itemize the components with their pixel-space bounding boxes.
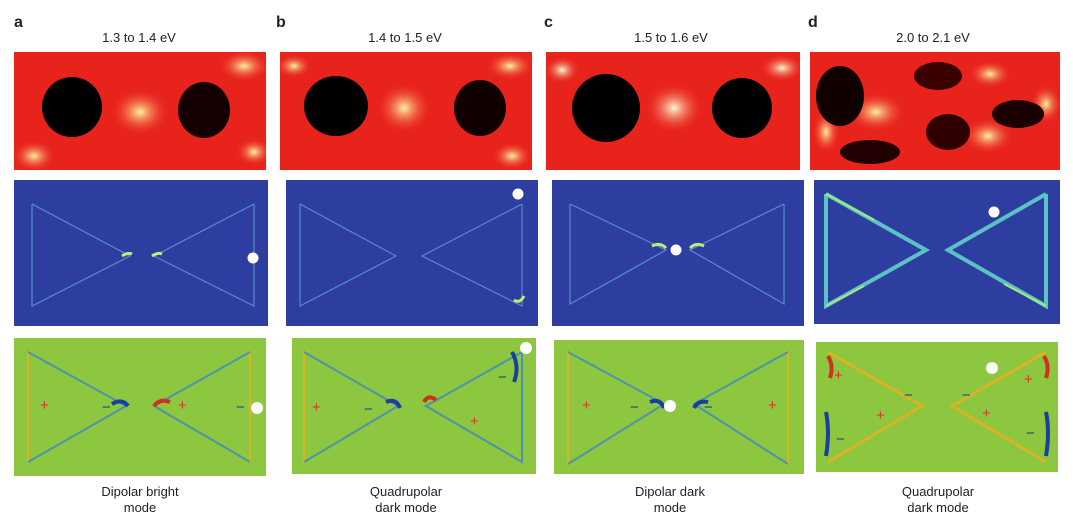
eels-map	[14, 52, 266, 170]
charge-map: + + − − − + + −	[816, 342, 1058, 472]
negative-charge-sign: −	[904, 387, 913, 404]
positive-charge-sign: +	[470, 413, 479, 430]
negative-charge-sign: −	[236, 399, 245, 416]
panel-letter: d	[808, 14, 818, 31]
positive-charge-sign: +	[312, 399, 321, 416]
positive-charge-sign: +	[834, 367, 843, 384]
panel-letter: c	[544, 14, 553, 31]
charge-map: + − − +	[554, 340, 804, 474]
caption-line: dark mode	[907, 500, 969, 515]
negative-charge-sign: −	[630, 399, 639, 416]
panel-d: d 2.0 to 2.1 eV	[804, 0, 1072, 522]
mode-caption: Dipolar dark mode	[570, 484, 770, 516]
negative-charge-sign: −	[962, 387, 971, 404]
panel-c: c 1.5 to 1.6 eV	[536, 0, 804, 522]
energy-range-label: 1.4 to 1.5 eV	[368, 30, 442, 45]
energy-range-label: 1.3 to 1.4 eV	[102, 30, 176, 45]
mode-caption: Dipolar bright mode	[40, 484, 240, 516]
eels-map	[280, 52, 532, 170]
field-map	[552, 180, 804, 326]
mode-caption: Quadrupolar dark mode	[306, 484, 506, 516]
caption-line: Dipolar dark	[634, 484, 706, 499]
negative-charge-sign: −	[1026, 425, 1035, 442]
panel-b: b 1.4 to 1.5 eV	[268, 0, 538, 522]
positive-charge-sign: +	[876, 407, 885, 424]
negative-charge-sign: −	[836, 431, 845, 448]
probe-position-marker	[670, 244, 682, 256]
positive-charge-sign: +	[768, 397, 777, 414]
energy-range-label: 2.0 to 2.1 eV	[896, 30, 970, 45]
eels-map	[810, 52, 1060, 170]
probe-position-marker	[988, 206, 1000, 218]
charge-map: + − + −	[292, 338, 536, 474]
negative-charge-sign: −	[498, 369, 507, 386]
caption-line: Quadrupolar	[369, 484, 443, 499]
negative-charge-sign: −	[364, 401, 373, 418]
caption-line: dark mode	[375, 500, 437, 515]
positive-charge-sign: +	[982, 405, 991, 422]
eels-map	[546, 52, 800, 170]
panel-letter: a	[14, 14, 23, 31]
field-map	[286, 180, 538, 326]
field-map	[814, 180, 1060, 324]
negative-charge-sign: −	[704, 399, 713, 416]
probe-position-marker	[247, 252, 259, 264]
charge-map: + − + −	[14, 338, 266, 476]
positive-charge-sign: +	[40, 397, 49, 414]
positive-charge-sign: +	[582, 397, 591, 414]
probe-position-marker	[512, 188, 524, 200]
panel-a: a 1.3 to 1.4 eV	[0, 0, 268, 522]
panel-letter: b	[276, 14, 286, 31]
negative-charge-sign: −	[102, 399, 111, 416]
caption-line: mode	[123, 500, 157, 515]
mode-caption: Quadrupolar dark mode	[838, 484, 1038, 516]
field-map	[14, 180, 268, 326]
caption-line: mode	[653, 500, 687, 515]
energy-range-label: 1.5 to 1.6 eV	[634, 30, 708, 45]
positive-charge-sign: +	[1024, 371, 1033, 388]
caption-line: Dipolar bright	[101, 484, 179, 499]
positive-charge-sign: +	[178, 397, 187, 414]
caption-line: Quadrupolar	[901, 484, 975, 499]
